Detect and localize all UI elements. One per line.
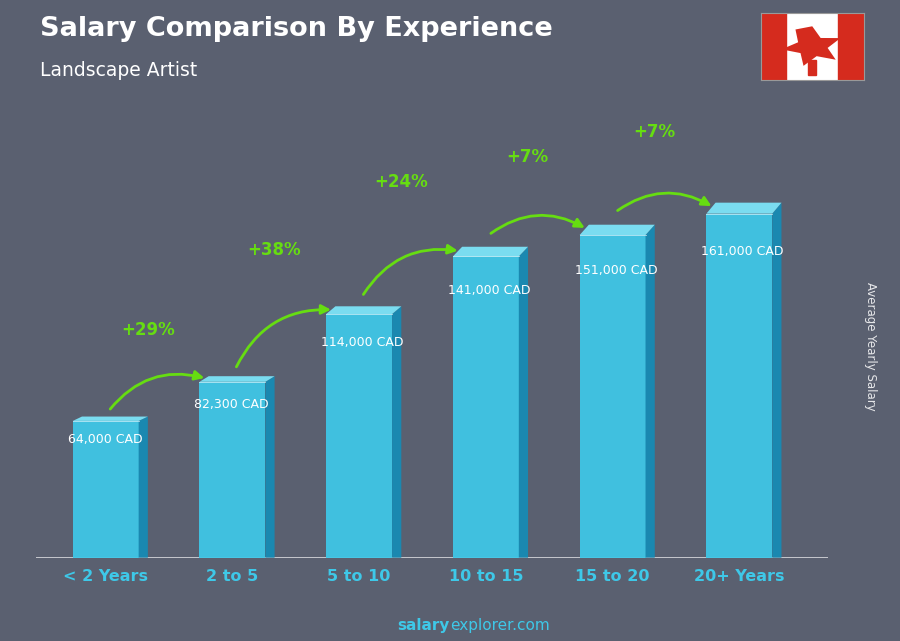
Text: Landscape Artist: Landscape Artist	[40, 61, 198, 80]
Bar	[808, 60, 816, 75]
Polygon shape	[326, 314, 392, 558]
Polygon shape	[772, 203, 781, 558]
Text: +24%: +24%	[374, 173, 428, 191]
Polygon shape	[326, 306, 401, 314]
Polygon shape	[73, 421, 139, 558]
Bar	[838, 13, 864, 80]
Polygon shape	[73, 417, 148, 421]
Polygon shape	[392, 306, 401, 558]
Text: 141,000 CAD: 141,000 CAD	[448, 283, 530, 297]
Polygon shape	[200, 376, 274, 382]
Text: 82,300 CAD: 82,300 CAD	[194, 397, 269, 411]
Polygon shape	[781, 26, 841, 66]
Polygon shape	[453, 256, 518, 558]
Polygon shape	[645, 225, 654, 558]
Text: +29%: +29%	[121, 320, 175, 339]
Text: 64,000 CAD: 64,000 CAD	[68, 433, 142, 446]
Polygon shape	[453, 247, 528, 256]
Text: explorer.com: explorer.com	[450, 618, 550, 633]
Polygon shape	[518, 247, 528, 558]
Text: 151,000 CAD: 151,000 CAD	[574, 264, 657, 277]
Text: +7%: +7%	[634, 122, 676, 141]
Text: +7%: +7%	[507, 148, 549, 166]
Text: salary: salary	[398, 618, 450, 633]
Polygon shape	[580, 235, 645, 558]
Text: 161,000 CAD: 161,000 CAD	[701, 245, 784, 258]
Text: +38%: +38%	[248, 241, 302, 259]
Polygon shape	[266, 376, 274, 558]
Polygon shape	[139, 417, 148, 558]
Text: 114,000 CAD: 114,000 CAD	[321, 336, 403, 349]
Polygon shape	[580, 225, 654, 235]
Polygon shape	[200, 382, 266, 558]
Text: Salary Comparison By Experience: Salary Comparison By Experience	[40, 16, 554, 42]
Bar	[760, 13, 787, 80]
Polygon shape	[706, 203, 781, 213]
Polygon shape	[706, 213, 772, 558]
Text: Average Yearly Salary: Average Yearly Salary	[865, 282, 878, 410]
